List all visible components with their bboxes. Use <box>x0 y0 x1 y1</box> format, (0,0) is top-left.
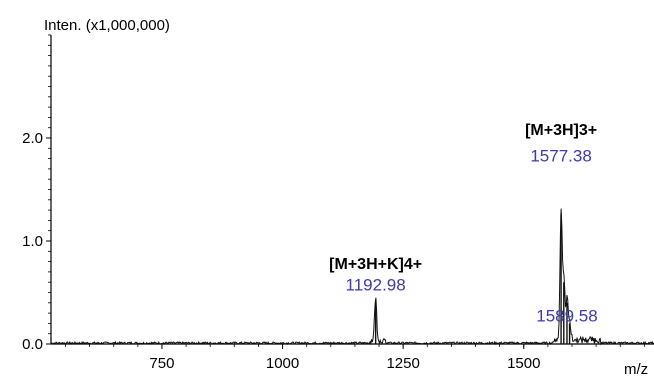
spectrum-trace <box>50 208 654 346</box>
x-tick-label: 1250 <box>386 355 419 372</box>
peak-mz-label: 1577.38 <box>530 147 591 166</box>
species-annotation: [M+3H]3+ <box>525 122 597 139</box>
y-tick-label: 0.0 <box>22 336 43 353</box>
species-annotation: [M+3H+K]4+ <box>329 256 422 273</box>
peak-mz-label: 1589.58 <box>536 306 597 325</box>
y-tick-label: 1.0 <box>22 233 43 250</box>
x-axis-label: m/z <box>624 361 648 378</box>
y-axis-label: Inten. (x1,000,000) <box>44 17 170 34</box>
y-tick-label: 2.0 <box>22 130 43 147</box>
peak-mz-label: 1192.98 <box>346 275 406 294</box>
x-tick-label: 1500 <box>507 355 540 372</box>
x-tick-label: 1000 <box>266 355 299 372</box>
x-tick-label: 750 <box>149 355 174 372</box>
